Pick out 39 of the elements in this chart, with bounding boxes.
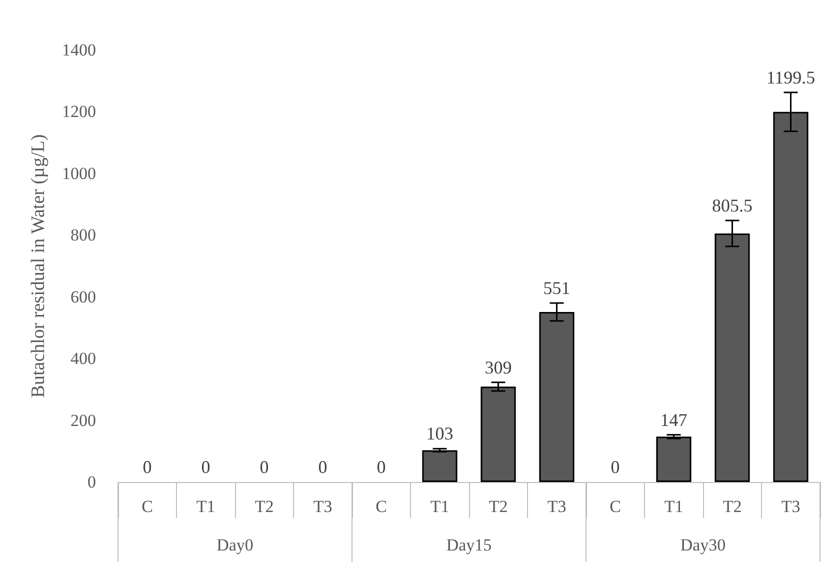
x-tick-label: T2 — [722, 497, 742, 516]
data-label: 0 — [142, 457, 152, 477]
text: Day15 — [446, 536, 492, 554]
data-label: 103 — [426, 424, 454, 444]
x-tick-label: T1 — [430, 497, 450, 516]
bar — [656, 436, 692, 482]
data-label: 0 — [260, 457, 269, 477]
text: Day30 — [680, 536, 726, 554]
x-tick-label: T1 — [196, 497, 216, 516]
bar — [480, 386, 516, 482]
y-tick-label: 600 — [70, 287, 96, 306]
text: Day0 — [216, 536, 254, 554]
data-label: 0 — [376, 457, 386, 477]
y-tick-label: 1000 — [62, 164, 96, 183]
data-label: 0 — [201, 457, 210, 477]
y-tick-label: 0 — [88, 472, 96, 492]
bar — [422, 450, 458, 482]
x-tick-label: T3 — [547, 497, 566, 516]
data-label: 147 — [660, 410, 688, 430]
y-tick-label: 200 — [70, 410, 96, 430]
x-tick-label: T1 — [664, 497, 684, 516]
x-tick-label: T2 — [488, 497, 508, 516]
data-label: 0 — [610, 457, 620, 477]
x-tick-label: T3 — [781, 497, 800, 516]
y-tick-label: 1200 — [62, 102, 96, 122]
y-tick-label: 800 — [70, 226, 96, 245]
x-tick-label: T2 — [254, 497, 274, 516]
data-label: 309 — [484, 357, 512, 378]
data-label: 551 — [543, 278, 570, 298]
x-tick-label: C — [610, 497, 621, 516]
x-tick-label: C — [142, 497, 153, 516]
data-label: 0 — [318, 457, 328, 477]
data-label: 805.5 — [712, 195, 752, 216]
y-tick-label: 1400 — [62, 40, 96, 60]
data-label: 1199.5 — [766, 67, 816, 88]
x-tick-label: C — [376, 497, 387, 516]
y-tick-label: 400 — [70, 349, 96, 368]
y-axis-title: Butachlor residual in Water (µg/L) — [28, 134, 49, 398]
x-tick-label: T3 — [313, 497, 332, 516]
